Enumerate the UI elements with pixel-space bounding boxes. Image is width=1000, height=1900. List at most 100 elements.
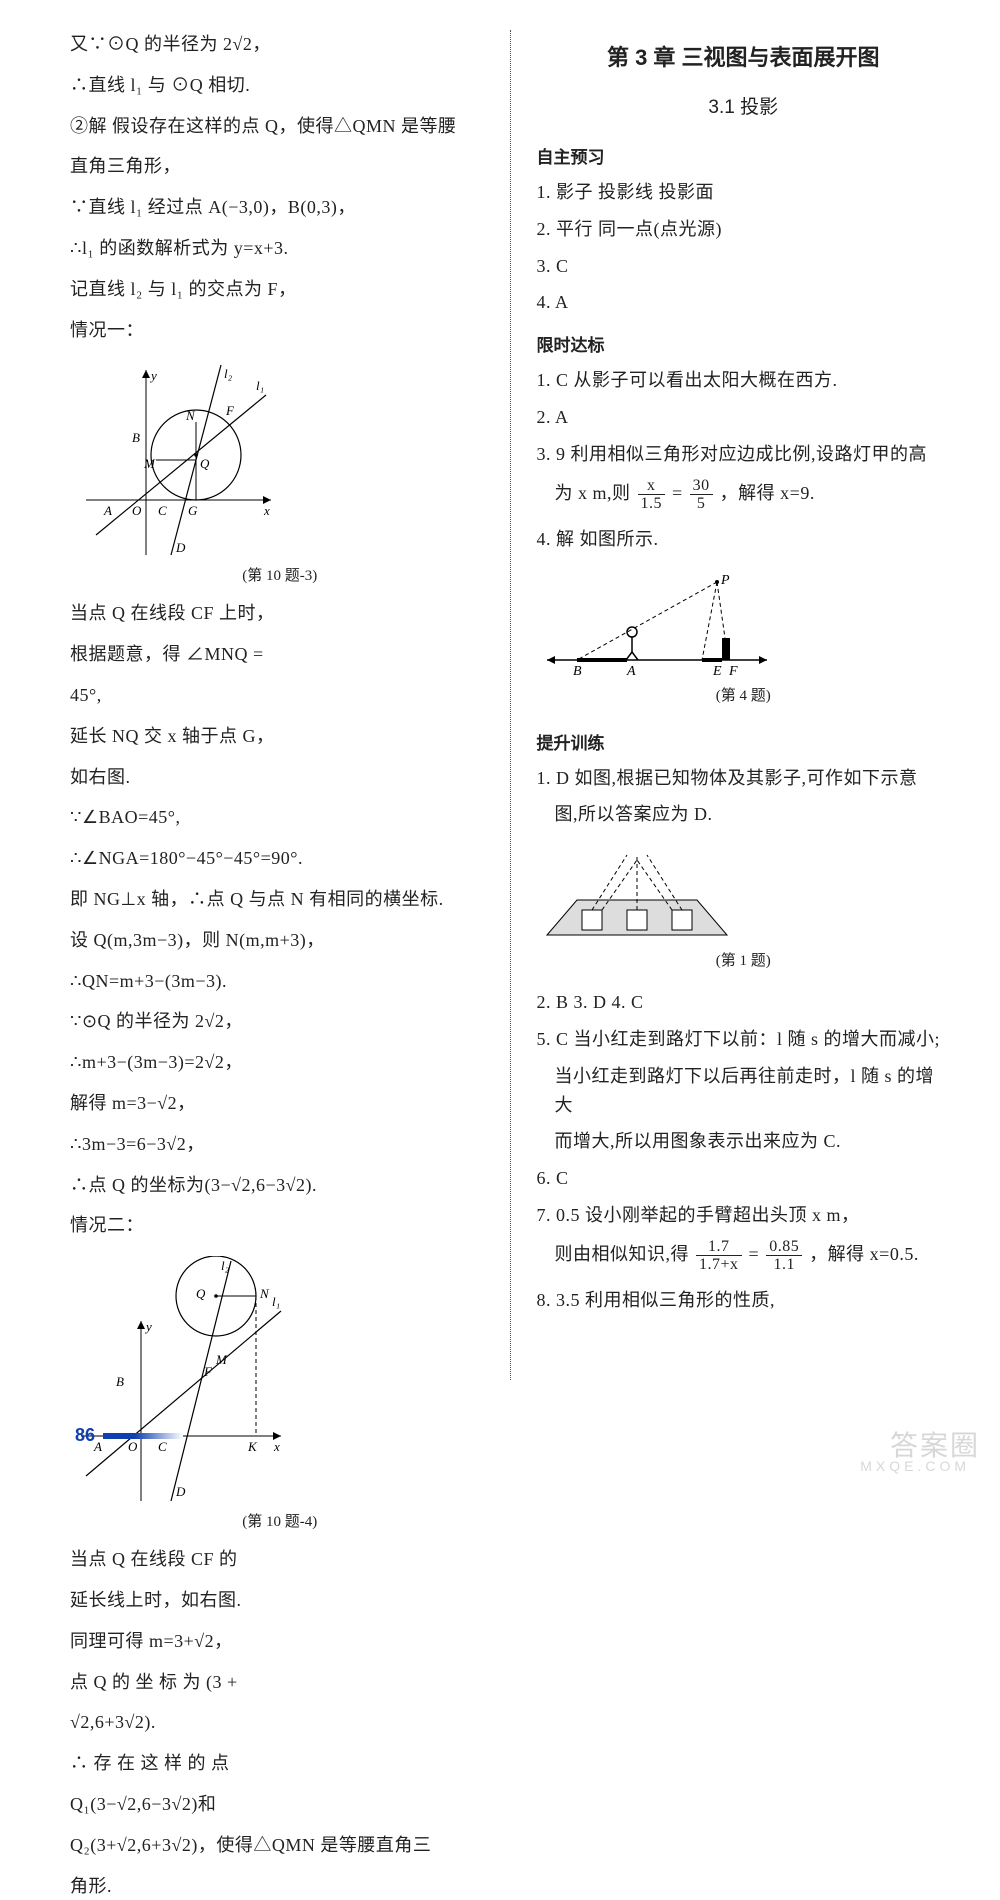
svg-text:F: F <box>728 664 738 679</box>
column-divider <box>510 30 511 1380</box>
text: 8. 3.5 利用相似三角形的性质, <box>537 1286 951 1315</box>
text: ∴点 Q 的坐标为(3−√2,6−3√2). <box>70 1171 484 1200</box>
equation-line: 则由相似知识,得 1.71.7+x = 0.851.1 ，解得 x=0.5. <box>537 1238 951 1274</box>
text: 2. A <box>537 403 951 432</box>
svg-text:l₁: l₁ <box>256 378 264 393</box>
svg-text:D: D <box>175 540 186 555</box>
left-column: 又∵⊙Q 的半径为 2√2， ∴直线 l₁ 与 ⊙Q 相切. ②解 假设存在这样… <box>70 30 484 1380</box>
text: 又∵⊙Q 的半径为 2√2， <box>70 30 484 59</box>
svg-text:G: G <box>188 503 198 518</box>
section-heading: 提升训练 <box>537 729 951 754</box>
text: ∴∠NGA=180°−45°−45°=90°. <box>70 844 484 873</box>
svg-text:C: C <box>158 503 167 518</box>
text: 为 x m,则 <box>555 483 631 503</box>
text: 2. 平行 同一点(点光源) <box>537 215 951 244</box>
text: 如右图. <box>70 763 484 792</box>
text: 即 NG⊥x 轴，∴点 Q 与点 N 有相同的横坐标. <box>70 885 484 914</box>
text: 当小红走到路灯下以后再往前走时，l 随 s 的增大 <box>537 1062 951 1120</box>
text: 直角三角形， <box>70 152 484 181</box>
svg-text:x: x <box>273 1439 280 1454</box>
svg-text:N: N <box>259 1286 270 1301</box>
text: ∵直线 l₁ 经过点 A(−3,0)，B(0,3)， <box>70 193 484 222</box>
section-heading: 限时达标 <box>537 331 951 356</box>
svg-text:Q: Q <box>200 456 210 471</box>
text: 角形. <box>70 1872 484 1900</box>
text: 延长 NQ 交 x 轴于点 G， <box>70 722 484 751</box>
figure-10-3: y x l₁ l₂ A O C G B M N F Q D (第 10 题-3) <box>76 360 484 595</box>
svg-text:x: x <box>263 503 270 518</box>
text: ，解得 x=9. <box>720 483 815 503</box>
text: 图,所以答案应为 D. <box>537 800 951 829</box>
text: 情况二： <box>70 1211 484 1240</box>
figure-10-4: y x l₁ l₂ A O C K B M N F Q D (第 10 题-4) <box>76 1256 484 1541</box>
svg-text:M: M <box>215 1352 228 1367</box>
two-column-layout: 又∵⊙Q 的半径为 2√2， ∴直线 l₁ 与 ⊙Q 相切. ②解 假设存在这样… <box>70 30 950 1380</box>
text: ，解得 x=0.5. <box>809 1244 919 1264</box>
svg-text:y: y <box>149 368 157 383</box>
text: 5. C 当小红走到路灯下以前：l 随 s 的增大而减小; <box>537 1025 951 1054</box>
svg-text:A: A <box>103 503 112 518</box>
figure-label: (第 10 题-3) <box>76 564 484 585</box>
svg-text:N: N <box>185 408 196 423</box>
text: 同理可得 m=3+√2， <box>70 1627 484 1656</box>
text: 则由相似知识,得 <box>555 1244 690 1264</box>
text: Q₁(3−√2,6−3√2)和 <box>70 1790 484 1819</box>
text: 45°, <box>70 681 484 710</box>
text: ∴QN=m+3−(3m−3). <box>70 967 484 996</box>
text: 1. C 从影子可以看出太阳大概在西方. <box>537 366 951 395</box>
text: 4. 解 如图所示. <box>537 525 951 554</box>
text: 7. 0.5 设小刚举起的手臂超出头顶 x m， <box>537 1201 951 1230</box>
subchapter-title: 3.1 投影 <box>537 92 951 119</box>
page-number: 86 <box>75 1425 183 1446</box>
figure-label: (第 4 题) <box>537 684 951 705</box>
fraction: 305 <box>690 477 713 513</box>
svg-text:K: K <box>247 1439 258 1454</box>
text: 解得 m=3−√2， <box>70 1089 484 1118</box>
text: 3. 9 利用相似三角形对应边成比例,设路灯甲的高 <box>537 440 951 469</box>
watermark-url: MXQE.COM <box>860 1458 970 1474</box>
text: ∴3m−3=6−3√2， <box>70 1130 484 1159</box>
svg-text:y: y <box>144 1319 152 1334</box>
text: 3. C <box>537 252 951 281</box>
svg-text:l₂: l₂ <box>221 1258 230 1273</box>
text: 当点 Q 在线段 CF 上时， <box>70 599 484 628</box>
svg-text:O: O <box>132 503 142 518</box>
text: ②解 假设存在这样的点 Q，使得△QMN 是等腰 <box>70 112 484 141</box>
svg-text:E: E <box>712 664 722 679</box>
text: 1. D 如图,根据已知物体及其影子,可作如下示意 <box>537 764 951 793</box>
fraction: x1.5 <box>638 477 666 513</box>
text: ∴m+3−(3m−3)=2√2， <box>70 1048 484 1077</box>
equation-line: 为 x m,则 x1.5 = 305 ，解得 x=9. <box>537 477 951 513</box>
text: 情况一： <box>70 316 484 345</box>
text: 设 Q(m,3m−3)，则 N(m,m+3)， <box>70 926 484 955</box>
svg-text:B: B <box>132 430 140 445</box>
text: 2. B 3. D 4. C <box>537 988 951 1017</box>
svg-text:F: F <box>225 403 235 418</box>
chapter-title: 第 3 章 三视图与表面展开图 <box>537 40 951 72</box>
svg-text:D: D <box>175 1484 186 1499</box>
svg-text:B: B <box>573 664 582 679</box>
text: 6. C <box>537 1164 951 1193</box>
text: ∴l₁ 的函数解析式为 y=x+3. <box>70 234 484 263</box>
right-column: 第 3 章 三视图与表面展开图 3.1 投影 自主预习 1. 影子 投影线 投影… <box>537 30 951 1380</box>
text: Q₂(3+√2,6+3√2)，使得△QMN 是等腰直角三 <box>70 1831 484 1860</box>
text: ∵∠BAO=45°, <box>70 803 484 832</box>
svg-text:B: B <box>116 1374 124 1389</box>
svg-text:A: A <box>626 664 636 679</box>
text: ∴直线 l₁ 与 ⊙Q 相切. <box>70 71 484 100</box>
svg-text:l₂: l₂ <box>224 366 233 381</box>
fraction: 1.71.7+x <box>696 1238 742 1274</box>
svg-text:l₁: l₁ <box>272 1294 280 1309</box>
figure-label: (第 1 题) <box>537 949 951 970</box>
text: ∴ 存 在 这 样 的 点 <box>70 1749 484 1778</box>
text: 根据题意，得 ∠MNQ = <box>70 640 484 669</box>
text: 4. A <box>537 288 951 317</box>
text: 而增大,所以用图象表示出来应为 C. <box>537 1127 951 1156</box>
text: 记直线 l₂ 与 l₁ 的交点为 F， <box>70 275 484 304</box>
text: 点 Q 的 坐 标 为 (3 + <box>70 1668 484 1697</box>
svg-text:M: M <box>143 456 156 471</box>
svg-text:Q: Q <box>196 1286 206 1301</box>
figure-label: (第 10 题-4) <box>76 1510 484 1531</box>
text: 当点 Q 在线段 CF 的 <box>70 1545 484 1574</box>
text: √2,6+3√2). <box>70 1708 484 1737</box>
